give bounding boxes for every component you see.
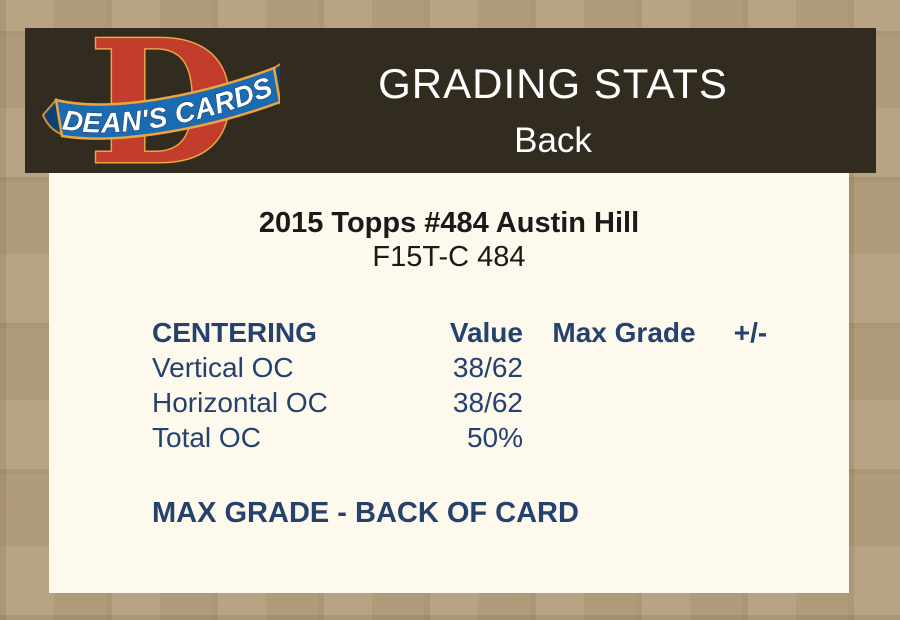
column-header-centering: CENTERING <box>152 317 317 348</box>
table-row-vertical-oc: Vertical OC 38/62 <box>152 350 776 385</box>
row-value-total-oc: 50% <box>466 422 523 453</box>
column-header-max-grade: Max Grade <box>552 317 696 348</box>
card-title: 2015 Topps #484 Austin Hill <box>258 207 640 239</box>
grading-table-header-row: CENTERING Value Max Grade +/- <box>152 315 776 350</box>
grading-table: CENTERING Value Max Grade +/- Vertical O… <box>152 315 776 455</box>
row-label-horizontal-oc: Horizontal OC <box>152 387 328 418</box>
card-code: F15T-C 484 <box>372 241 526 273</box>
row-label-vertical-oc: Vertical OC <box>152 352 294 383</box>
row-max-grade-vertical-oc <box>523 350 725 385</box>
row-label-total-oc: Total OC <box>152 422 261 453</box>
row-max-grade-horizontal-oc <box>523 385 725 420</box>
content-panel: 2015 Topps #484 Austin Hill F15T-C 484 C… <box>49 173 849 593</box>
column-header-plus-minus: +/- <box>733 317 768 348</box>
row-plus-minus-total-oc <box>725 420 776 455</box>
header-bar: D DEAN'S CARDS GRADING STATS Back <box>25 28 876 173</box>
table-row-horizontal-oc: Horizontal OC 38/62 <box>152 385 776 420</box>
header-text-block: GRADING STATS Back <box>235 58 871 163</box>
row-plus-minus-vertical-oc <box>725 350 776 385</box>
row-max-grade-total-oc <box>523 420 725 455</box>
page-title: GRADING STATS <box>378 60 728 107</box>
row-value-vertical-oc: 38/62 <box>452 352 523 383</box>
max-grade-note: MAX GRADE - BACK OF CARD <box>152 497 579 529</box>
column-header-value: Value <box>449 317 523 348</box>
row-plus-minus-horizontal-oc <box>725 385 776 420</box>
deans-cards-logo: D DEAN'S CARDS <box>41 32 280 168</box>
logo-ribbon-band <box>54 66 280 140</box>
row-value-horizontal-oc: 38/62 <box>452 387 523 418</box>
table-row-total-oc: Total OC 50% <box>152 420 776 455</box>
card-side-label: Back <box>514 121 592 160</box>
